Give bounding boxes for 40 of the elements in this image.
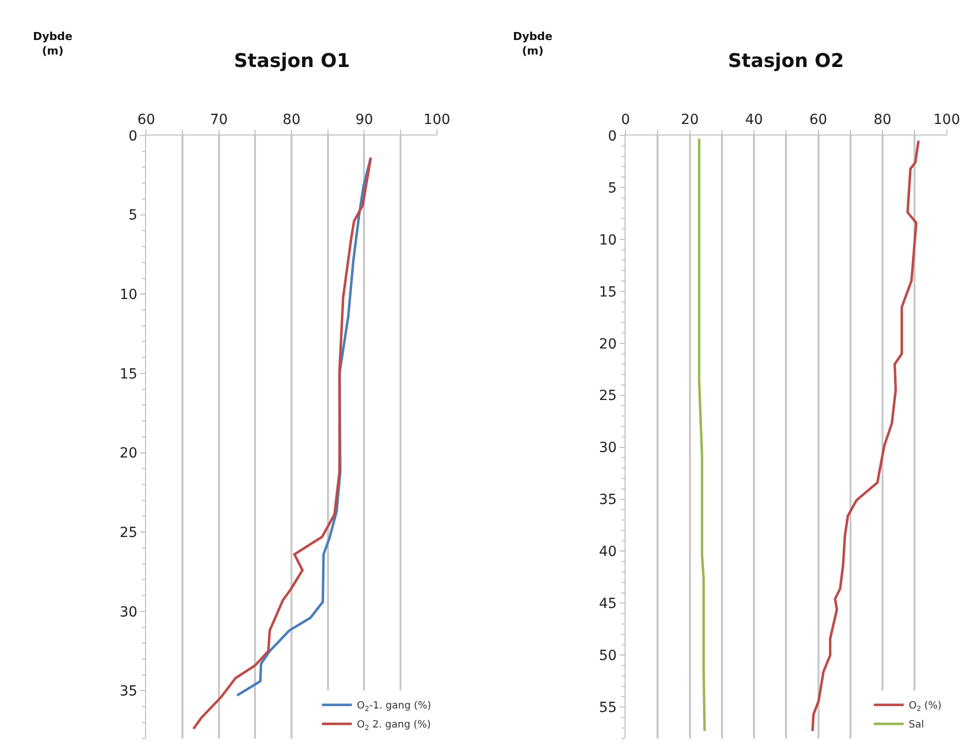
legend-label: Sal (908, 720, 924, 731)
y-tick-label: 25 (598, 388, 617, 404)
x-tick-label: 100 (933, 112, 960, 128)
y-tick-label: 30 (120, 604, 138, 620)
x-tick-label: 70 (210, 112, 228, 128)
y-tick-label: 35 (598, 492, 617, 508)
y-tick-label: 45 (598, 596, 617, 612)
legend-label: O$_{2}$-1. gang (%) (356, 700, 432, 713)
chart-title: Stasjon O2 (728, 50, 844, 72)
y-tick-label: 15 (120, 366, 138, 382)
y-tick-label: 55 (598, 700, 617, 716)
y-tick-label: 35 (120, 684, 138, 700)
y-tick-label: 40 (598, 544, 617, 560)
y-tick-label: 20 (120, 446, 138, 462)
y-tick-label: 20 (598, 336, 617, 352)
x-tick-label: 100 (424, 112, 450, 128)
line-series (698, 137, 706, 732)
y-tick-label: 15 (598, 284, 617, 300)
y-tick-label: 0 (128, 128, 138, 144)
y-tick-label: 10 (598, 232, 617, 248)
y-tick-label: 5 (128, 208, 138, 224)
y-tick-label: 10 (120, 287, 138, 304)
legend-label: O$_{2}$ 2. gang (%) (356, 720, 431, 732)
x-tick-label: 60 (809, 112, 828, 128)
x-tick-label: 40 (745, 112, 763, 128)
x-tick-label: 60 (137, 112, 156, 128)
y-tick-label: 25 (120, 524, 138, 541)
x-tick-label: 90 (355, 112, 374, 128)
legend-label: O$_{2}$ (%) (908, 700, 942, 713)
y-tick-label: 50 (598, 648, 617, 664)
chart-title: Stasjon O1 (234, 50, 350, 72)
x-tick-label: 20 (680, 112, 699, 128)
x-tick-label: 80 (282, 112, 300, 128)
x-tick-label: 0 (621, 112, 630, 128)
y-tick-label: 5 (608, 180, 617, 196)
y-tick-label: 0 (608, 128, 617, 144)
y-axis-title: Dybde (m) (33, 30, 73, 58)
y-axis-title: Dybde (m) (513, 30, 553, 58)
y-tick-label: 30 (598, 440, 617, 456)
x-tick-label: 80 (874, 112, 892, 128)
